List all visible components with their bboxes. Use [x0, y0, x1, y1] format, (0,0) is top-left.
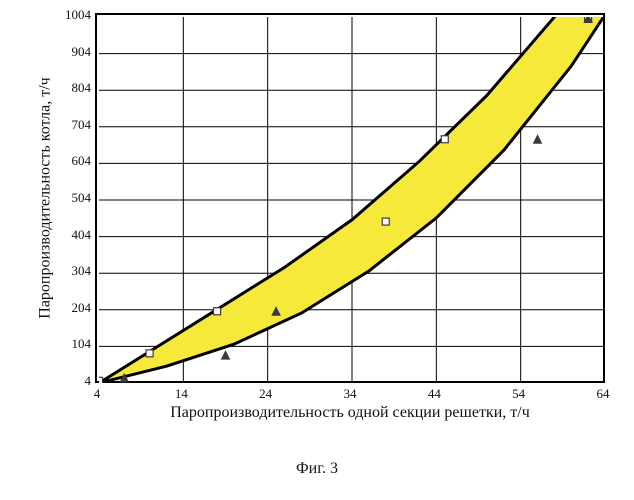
- data-point-square: [382, 218, 389, 225]
- x-axis-ticks: 4142434445464: [95, 386, 605, 406]
- y-tick-label: 304: [72, 263, 92, 279]
- plot-area: [95, 13, 605, 383]
- y-tick-label: 904: [72, 44, 92, 60]
- page: Паропроизводительность котла, т/ч 410420…: [0, 0, 634, 500]
- y-tick-label: 604: [72, 153, 92, 169]
- figure-caption: Фиг. 3: [0, 460, 634, 478]
- data-point-square: [441, 136, 448, 143]
- x-tick-label: 24: [259, 386, 272, 402]
- plot-svg: [99, 17, 605, 383]
- data-point-triangle: [222, 351, 230, 359]
- x-tick-label: 54: [512, 386, 525, 402]
- x-axis-label: Паропроизводительность одной секции реше…: [95, 404, 605, 422]
- y-tick-label: 204: [72, 300, 92, 316]
- x-tick-label: 64: [597, 386, 610, 402]
- y-tick-label: 504: [72, 190, 92, 206]
- data-point-square: [99, 377, 103, 383]
- x-tick-label: 44: [428, 386, 441, 402]
- plot-wrap: [95, 13, 605, 383]
- y-tick-label: 4: [85, 373, 92, 389]
- data-point-triangle: [534, 135, 542, 143]
- y-tick-label: 704: [72, 117, 92, 133]
- y-tick-label: 804: [72, 80, 92, 96]
- data-point-square: [214, 308, 221, 315]
- y-tick-label: 104: [72, 336, 92, 352]
- y-axis-ticks: 41042043044045046047048049041004: [40, 13, 95, 383]
- x-tick-label: 14: [175, 386, 188, 402]
- y-tick-label: 1004: [65, 7, 91, 23]
- data-point-square: [146, 350, 153, 357]
- chart: Паропроизводительность котла, т/ч 410420…: [40, 8, 620, 428]
- y-tick-label: 404: [72, 227, 92, 243]
- x-tick-label: 34: [344, 386, 357, 402]
- x-tick-label: 4: [94, 386, 101, 402]
